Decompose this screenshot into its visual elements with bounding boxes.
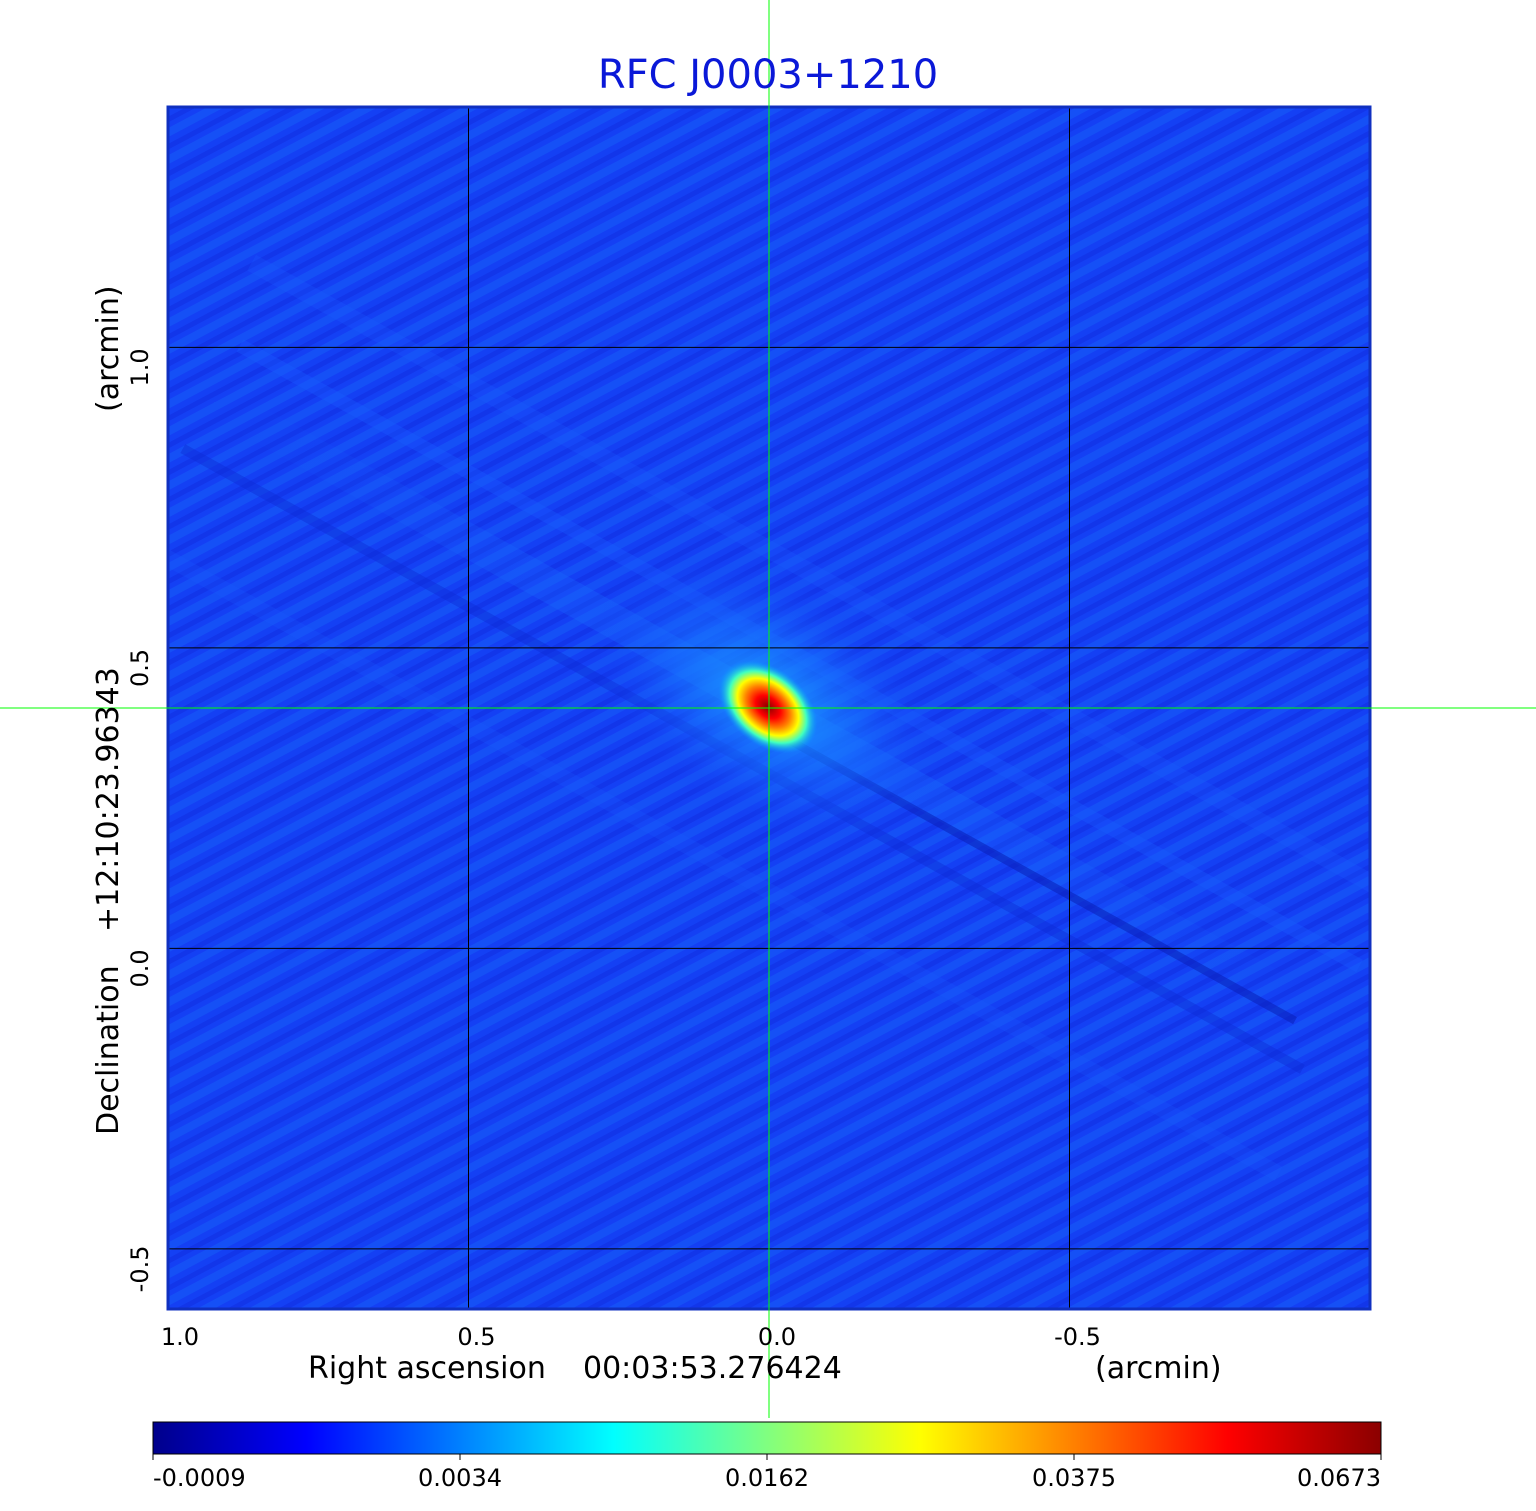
y-axis-unit: (arcmin) <box>91 285 126 412</box>
y-tick-labels: -0.5 0.0 0.5 1.0 <box>126 348 154 1292</box>
source-core <box>718 660 818 754</box>
y-axis-name: Declination <box>91 965 126 1135</box>
x-tick-label: 0.0 <box>758 1323 796 1351</box>
y-tick-label: 1.0 <box>126 348 154 386</box>
x-tick-label: 1.0 <box>161 1323 199 1351</box>
y-tick-label: -0.5 <box>126 1245 154 1292</box>
colorbar-tick-label: -0.0009 <box>153 1464 246 1492</box>
colorbar <box>152 1421 1382 1455</box>
colorbar-tick-label: 0.0375 <box>1032 1464 1116 1492</box>
x-axis-name: Right ascension <box>308 1351 546 1386</box>
x-axis-unit: (arcmin) <box>1095 1351 1222 1386</box>
x-tick-labels: 1.0 0.5 0.0 -0.5 <box>161 1323 1101 1351</box>
colorbar-tick-label: 0.0034 <box>418 1464 502 1492</box>
crosshair <box>0 0 1536 1418</box>
x-tick-label: -0.5 <box>1054 1323 1101 1351</box>
x-axis-reference-value: 00:03:53.276424 <box>583 1351 842 1386</box>
y-axis-reference-value: +12:10:23.96343 <box>91 667 126 932</box>
y-tick-label: 0.0 <box>126 949 154 987</box>
colorbar-tick-label: 0.0162 <box>725 1464 809 1492</box>
y-tick-label: 0.5 <box>126 649 154 687</box>
colorbar-tick-label: 0.0673 <box>1297 1464 1381 1492</box>
colorbar-tick-labels: -0.0009 0.0034 0.0162 0.0375 0.0673 <box>152 1454 1382 1492</box>
chart-title: RFC J0003+1210 <box>598 52 938 98</box>
x-tick-label: 0.5 <box>457 1323 495 1351</box>
